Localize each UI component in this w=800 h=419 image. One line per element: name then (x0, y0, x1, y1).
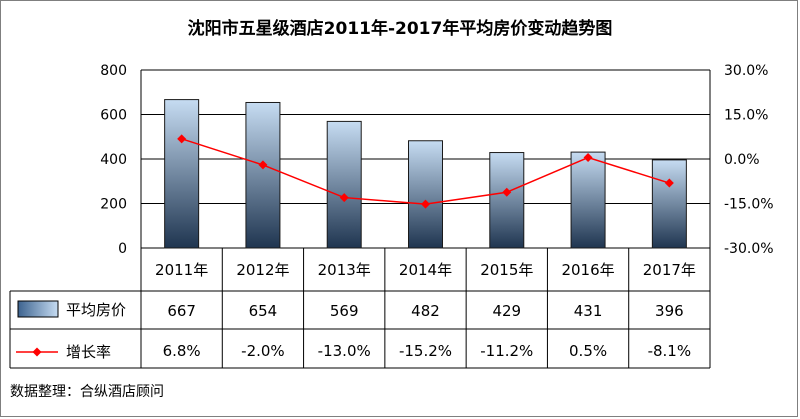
price-value: 396 (655, 302, 684, 320)
x-tick-label: 2013年 (318, 261, 371, 279)
y-tick-label: 0 (118, 241, 127, 257)
y-tick-label: 200 (100, 197, 127, 213)
price-value: 429 (492, 302, 521, 320)
legend-bar-label: 平均房价 (66, 301, 126, 319)
line-point (421, 199, 430, 209)
price-value: 667 (167, 302, 196, 320)
price-value: 569 (330, 302, 359, 320)
y2-tick-label: 15.0% (724, 108, 768, 124)
bar (326, 120, 362, 249)
chart-title: 沈阳市五星级酒店2011年-2017年平均房价变动趋势图 (187, 19, 613, 39)
y2-tick-label: 0.0% (724, 152, 760, 168)
bar (570, 151, 606, 249)
y2-tick-label: 30.0% (724, 63, 768, 79)
growth-value: -15.2% (399, 342, 452, 360)
price-value: 654 (249, 302, 278, 320)
growth-value: 0.5% (569, 342, 607, 360)
growth-value: -2.0% (241, 342, 285, 360)
legend-bar-key (17, 300, 59, 318)
x-tick-label: 2014年 (399, 261, 452, 279)
data-source: 数据整理：合纵酒店顾问 (10, 384, 164, 400)
x-tick-label: 2015年 (480, 261, 533, 279)
bar (164, 99, 200, 249)
line-point (258, 160, 268, 170)
line-point (177, 134, 187, 144)
y-tick-label: 600 (100, 108, 127, 124)
growth-value: -8.1% (648, 342, 692, 360)
growth-value: -13.0% (318, 342, 371, 360)
bar (245, 101, 281, 249)
x-tick-label: 2017年 (643, 261, 696, 279)
price-value: 431 (574, 302, 603, 320)
x-tick-label: 2011年 (155, 261, 208, 279)
y-tick-label: 800 (100, 63, 127, 79)
growth-value: 6.8% (163, 342, 201, 360)
x-tick-label: 2012年 (236, 261, 289, 279)
line-point (664, 178, 674, 188)
bar (651, 159, 687, 249)
legend-line-label: 增长率 (66, 343, 111, 361)
y2-tick-label: -30.0% (724, 241, 774, 257)
price-value: 482 (411, 302, 440, 320)
line-point (339, 193, 349, 203)
bar (408, 140, 443, 249)
line-point (502, 187, 512, 197)
growth-value: -11.2% (480, 342, 533, 360)
legend-line-marker (32, 347, 42, 357)
y-tick-label: 400 (100, 152, 127, 168)
y2-tick-label: -15.0% (724, 197, 774, 213)
x-tick-label: 2016年 (561, 261, 614, 279)
line-point (583, 153, 593, 163)
bar (489, 152, 525, 249)
